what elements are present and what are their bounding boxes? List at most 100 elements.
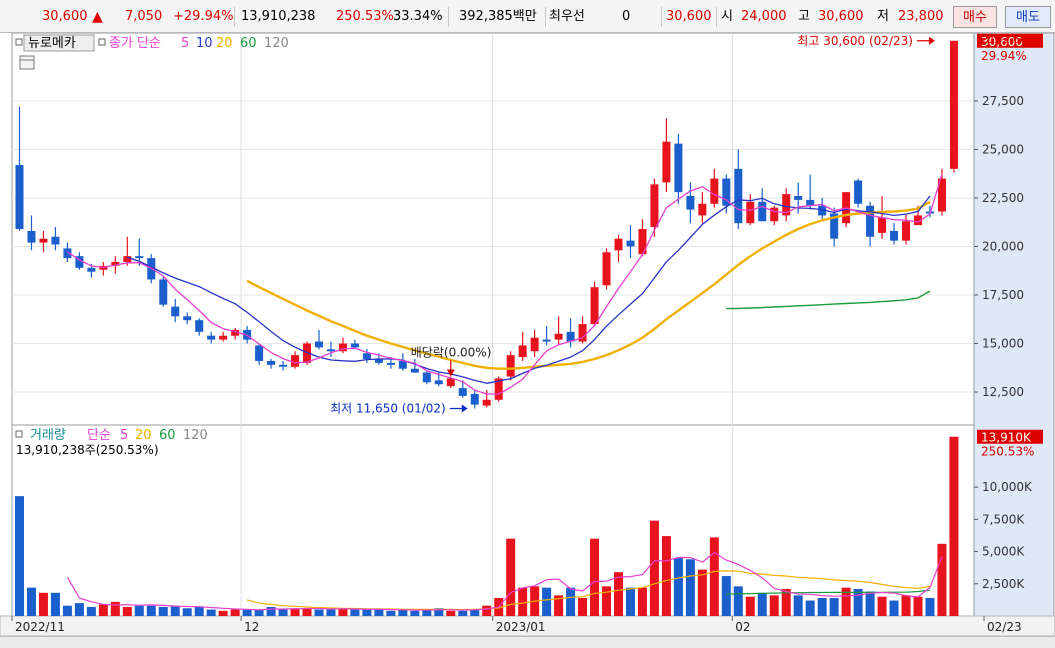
volume-bar[interactable] [98, 604, 108, 616]
volume-bar[interactable] [518, 587, 528, 616]
volume-bar[interactable] [158, 606, 168, 616]
candle-body[interactable] [231, 329, 240, 336]
candle-body[interactable] [482, 399, 491, 406]
volume-bar[interactable] [925, 597, 935, 616]
volume-bar[interactable] [949, 436, 959, 616]
candle-body[interactable] [135, 256, 144, 259]
candle-body[interactable] [590, 287, 599, 325]
scroll-toolbar[interactable] [0, 636, 1055, 648]
volume-bar[interactable] [86, 606, 96, 616]
volume-bar[interactable] [625, 587, 635, 616]
volume-bar[interactable] [446, 610, 456, 616]
candle-body[interactable] [890, 230, 899, 241]
volume-bar[interactable] [50, 592, 60, 616]
volume-bar[interactable] [182, 608, 192, 616]
volume-bar[interactable] [146, 605, 156, 616]
volume-bar[interactable] [134, 605, 144, 616]
candle-body[interactable] [566, 331, 575, 342]
volume-bar[interactable] [853, 588, 863, 616]
volume-bar[interactable] [278, 609, 288, 616]
candle-body[interactable] [866, 205, 875, 237]
candle-body[interactable] [195, 320, 204, 332]
volume-bar[interactable] [901, 595, 911, 616]
volume-bar[interactable] [590, 538, 600, 616]
candle-body[interactable] [542, 339, 551, 342]
volume-bar[interactable] [326, 609, 336, 616]
volume-bar[interactable] [685, 559, 695, 616]
legend-toggle-icon[interactable] [15, 38, 23, 46]
volume-bar[interactable] [757, 592, 767, 616]
candle-body[interactable] [470, 393, 479, 405]
candle-body[interactable] [315, 341, 323, 348]
candle-body[interactable] [422, 372, 431, 383]
volume-bar[interactable] [829, 597, 839, 616]
candle-body[interactable] [686, 196, 695, 210]
candle-body[interactable] [674, 143, 683, 193]
volume-bar[interactable] [398, 609, 408, 616]
volume-bar[interactable] [110, 601, 120, 616]
volume-bar[interactable] [697, 569, 707, 616]
candle-body[interactable] [326, 349, 335, 352]
volume-bar[interactable] [254, 609, 264, 616]
candle-body[interactable] [350, 343, 359, 348]
volume-bar[interactable] [362, 609, 372, 616]
candle-body[interactable] [374, 359, 383, 363]
candle-body[interactable] [782, 194, 791, 216]
volume-bar[interactable] [482, 605, 492, 616]
candle-body[interactable] [494, 378, 503, 400]
candle-body[interactable] [698, 203, 707, 216]
candle-body[interactable] [267, 360, 276, 365]
volume-bar[interactable] [781, 588, 791, 616]
volume-bar[interactable] [745, 596, 755, 616]
volume-bar[interactable] [937, 543, 947, 616]
volume-bar[interactable] [554, 595, 564, 616]
candle-body[interactable] [722, 178, 731, 206]
candle-body[interactable] [255, 345, 264, 361]
candle-body[interactable] [830, 213, 839, 239]
candle-body[interactable] [806, 199, 815, 206]
candle-body[interactable] [75, 256, 84, 268]
candle-body[interactable] [398, 360, 407, 369]
candle-body[interactable] [650, 184, 659, 228]
candle-body[interactable] [410, 368, 419, 373]
candle-body[interactable] [530, 337, 539, 352]
volume-bar[interactable] [290, 608, 300, 616]
volume-bar[interactable] [673, 558, 683, 616]
volume-bar[interactable] [817, 597, 827, 616]
volume-bar[interactable] [26, 587, 36, 616]
volume-toggle-icon[interactable] [15, 430, 23, 438]
candle-body[interactable] [578, 324, 587, 342]
candle-body[interactable] [662, 141, 671, 183]
candle-body[interactable] [446, 378, 455, 387]
stock-name[interactable]: 뉴로메카 [28, 36, 76, 51]
volume-bar[interactable] [614, 572, 623, 616]
candle-body[interactable] [39, 238, 48, 243]
candle-body[interactable] [87, 267, 96, 272]
volume-bar[interactable] [793, 595, 803, 616]
volume-bar[interactable] [302, 608, 312, 616]
candle-body[interactable] [614, 238, 623, 251]
volume-bar[interactable] [721, 576, 731, 616]
volume-bar[interactable] [374, 609, 384, 616]
volume-bar[interactable] [194, 606, 204, 616]
volume-bar[interactable] [877, 596, 887, 616]
volume-bar[interactable] [170, 605, 180, 616]
candle-body[interactable] [770, 207, 779, 222]
volume-bar[interactable] [566, 587, 576, 616]
candle-body[interactable] [878, 217, 887, 233]
volume-bar[interactable] [841, 587, 851, 616]
stock-chart[interactable]: 최고 30,600 (02/23) 최저 11,650 (01/02) 배당락(0.… [0, 33, 1055, 636]
candle-body[interactable] [746, 201, 755, 224]
volume-bar[interactable] [865, 591, 875, 616]
candle-body[interactable] [854, 180, 863, 204]
candle-body[interactable] [434, 380, 443, 385]
candle-body[interactable] [63, 248, 72, 259]
volume-bar[interactable] [661, 536, 671, 616]
volume-bar[interactable] [266, 606, 276, 616]
candle-body[interactable] [518, 345, 527, 358]
calendar-icon[interactable] [19, 55, 35, 70]
candle-body[interactable] [914, 215, 922, 226]
volume-bar[interactable] [506, 538, 516, 616]
candle-body[interactable] [159, 279, 168, 305]
candle-body[interactable] [949, 40, 958, 169]
